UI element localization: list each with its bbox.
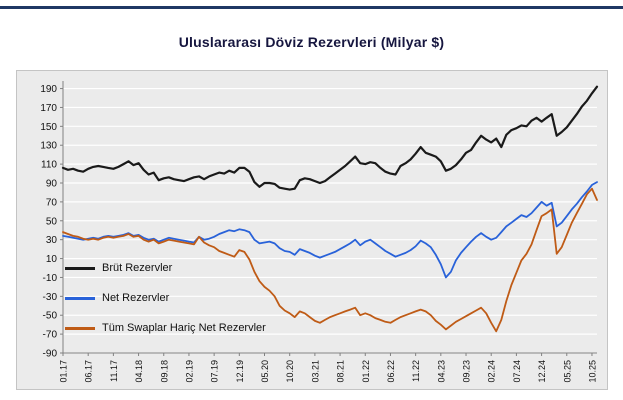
svg-text:10.25: 10.25 (587, 360, 597, 383)
svg-text:12.19: 12.19 (235, 360, 245, 383)
svg-text:-30: -30 (43, 292, 58, 303)
legend-swatch-gross-reserves (65, 266, 95, 270)
legend-label-net-reserves: Net Rezervler (102, 292, 170, 304)
svg-text:-50: -50 (43, 311, 58, 322)
legend-item-gross-reserves: Brüt Rezervler (65, 257, 266, 279)
svg-text:130: 130 (40, 141, 57, 152)
svg-text:11.17: 11.17 (109, 360, 119, 382)
chart-title: Uluslararası Döviz Rezervleri (Milyar $) (178, 34, 445, 50)
svg-text:05.20: 05.20 (260, 360, 270, 383)
chart-area: 190 170 150 130 110 90 70 50 30 10 -10 -30 -50 -70 -90… (16, 70, 608, 390)
svg-text:10.20: 10.20 (285, 360, 295, 383)
svg-text:50: 50 (46, 216, 58, 227)
chart-canvas: 190 170 150 130 110 90 70 50 30 10 -10 -30 -50 -70 -90… (17, 71, 607, 394)
svg-text:03.21: 03.21 (310, 360, 320, 383)
svg-text:-10: -10 (43, 273, 58, 284)
svg-text:09.18: 09.18 (159, 360, 169, 383)
svg-text:90: 90 (46, 179, 58, 190)
svg-text:08.21: 08.21 (336, 360, 346, 383)
legend-label-gross-reserves: Brüt Rezervler (102, 262, 173, 274)
svg-text:30: 30 (46, 235, 58, 246)
legend-swatch-net-reserves (65, 296, 95, 300)
svg-text:07.24: 07.24 (512, 360, 522, 383)
svg-text:-90: -90 (43, 349, 58, 360)
svg-text:12.24: 12.24 (537, 360, 547, 383)
svg-text:01.22: 01.22 (361, 360, 371, 383)
svg-text:170: 170 (40, 103, 57, 114)
svg-text:150: 150 (40, 122, 57, 133)
svg-text:70: 70 (46, 197, 58, 208)
chart-legend: Brüt Rezervler Net Rezervler Tüm Swaplar… (65, 257, 266, 347)
svg-text:02.19: 02.19 (184, 360, 194, 383)
top-accent-bar (0, 6, 623, 9)
svg-text:07.19: 07.19 (210, 360, 220, 383)
legend-swatch-net-reserves-excl-swaps (65, 326, 95, 330)
svg-text:04.23: 04.23 (436, 360, 446, 383)
legend-label-net-reserves-excl-swaps: Tüm Swaplar Hariç Net Rezervler (102, 322, 266, 334)
svg-text:05.25: 05.25 (562, 360, 572, 383)
svg-text:10: 10 (46, 254, 58, 265)
svg-text:06.17: 06.17 (84, 360, 94, 383)
legend-item-net-reserves-excl-swaps: Tüm Swaplar Hariç Net Rezervler (65, 317, 266, 339)
svg-text:04.18: 04.18 (134, 360, 144, 383)
svg-text:09.23: 09.23 (462, 360, 472, 383)
svg-text:01.17: 01.17 (59, 360, 69, 383)
svg-text:190: 190 (40, 84, 57, 95)
svg-text:110: 110 (41, 160, 57, 171)
svg-text:02.24: 02.24 (487, 360, 497, 383)
legend-item-net-reserves: Net Rezervler (65, 287, 266, 309)
svg-text:06.22: 06.22 (386, 360, 396, 383)
svg-text:-70: -70 (43, 330, 58, 341)
svg-text:11.22: 11.22 (411, 360, 421, 382)
